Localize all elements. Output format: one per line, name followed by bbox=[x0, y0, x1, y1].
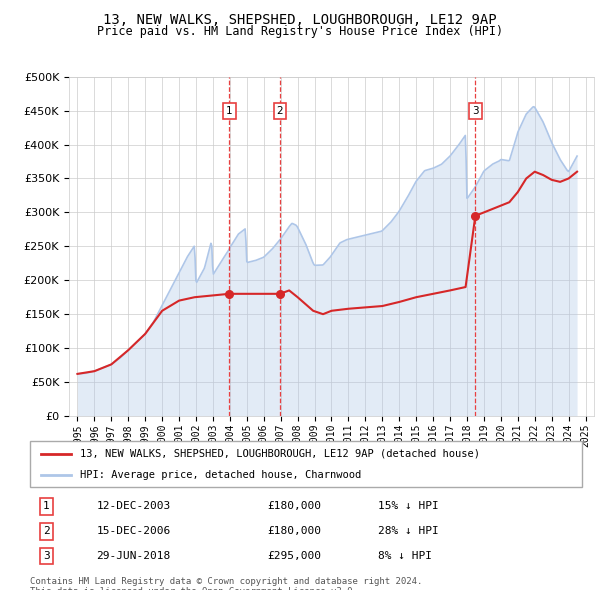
Text: 12-DEC-2003: 12-DEC-2003 bbox=[96, 502, 170, 512]
Text: 15% ↓ HPI: 15% ↓ HPI bbox=[378, 502, 439, 512]
Text: 29-JUN-2018: 29-JUN-2018 bbox=[96, 551, 170, 561]
Text: 2: 2 bbox=[43, 526, 50, 536]
Text: 8% ↓ HPI: 8% ↓ HPI bbox=[378, 551, 432, 561]
Text: HPI: Average price, detached house, Charnwood: HPI: Average price, detached house, Char… bbox=[80, 470, 361, 480]
Text: 13, NEW WALKS, SHEPSHED, LOUGHBOROUGH, LE12 9AP: 13, NEW WALKS, SHEPSHED, LOUGHBOROUGH, L… bbox=[103, 13, 497, 27]
Text: Contains HM Land Registry data © Crown copyright and database right 2024.
This d: Contains HM Land Registry data © Crown c… bbox=[30, 577, 422, 590]
Text: 1: 1 bbox=[43, 502, 50, 512]
Text: £180,000: £180,000 bbox=[268, 526, 322, 536]
Text: £180,000: £180,000 bbox=[268, 502, 322, 512]
Text: £295,000: £295,000 bbox=[268, 551, 322, 561]
Text: 13, NEW WALKS, SHEPSHED, LOUGHBOROUGH, LE12 9AP (detached house): 13, NEW WALKS, SHEPSHED, LOUGHBOROUGH, L… bbox=[80, 448, 479, 458]
Text: 1: 1 bbox=[226, 106, 232, 116]
Text: 3: 3 bbox=[472, 106, 479, 116]
Text: 28% ↓ HPI: 28% ↓ HPI bbox=[378, 526, 439, 536]
Text: 3: 3 bbox=[43, 551, 50, 561]
FancyBboxPatch shape bbox=[30, 441, 582, 487]
Text: 15-DEC-2006: 15-DEC-2006 bbox=[96, 526, 170, 536]
Text: Price paid vs. HM Land Registry's House Price Index (HPI): Price paid vs. HM Land Registry's House … bbox=[97, 25, 503, 38]
Text: 2: 2 bbox=[277, 106, 283, 116]
